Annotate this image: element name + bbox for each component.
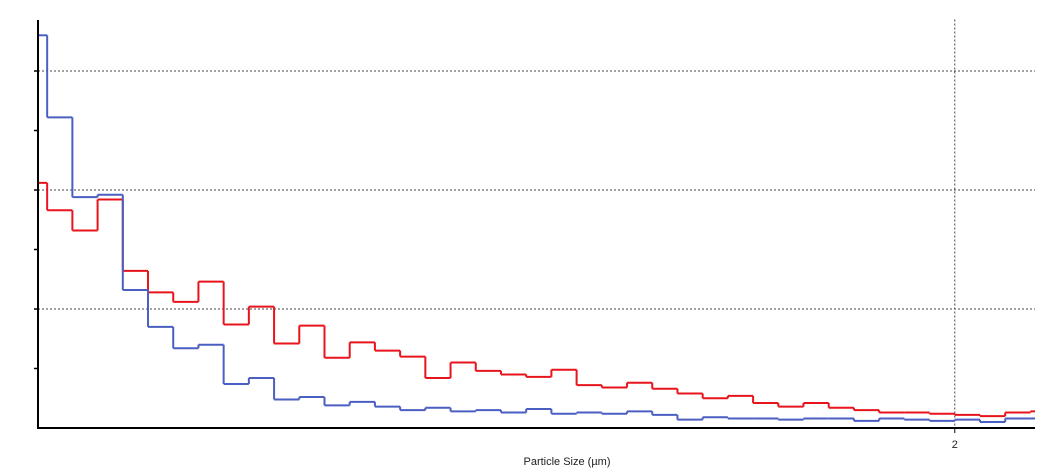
x-axis-label: Particle Size (µm) [523, 456, 610, 468]
x-tick-label: 2 [952, 439, 958, 451]
